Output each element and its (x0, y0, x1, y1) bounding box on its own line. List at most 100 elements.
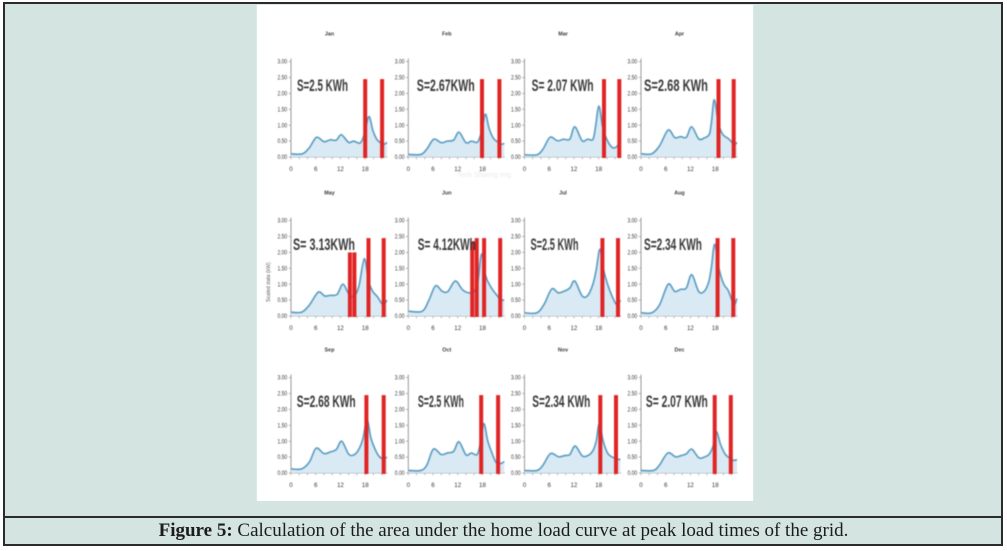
svg-text:1.00: 1.00 (277, 123, 287, 130)
svg-text:Nov: Nov (558, 348, 568, 354)
svg-text:3.00: 3.00 (627, 375, 637, 382)
svg-text:1.00: 1.00 (511, 123, 521, 130)
svg-text:3.00: 3.00 (627, 218, 637, 225)
svg-text:2.50: 2.50 (395, 75, 405, 82)
svg-text:2.50: 2.50 (395, 234, 405, 241)
svg-text:2.50: 2.50 (511, 234, 521, 241)
svg-text:0.00: 0.00 (511, 155, 521, 162)
svg-text:2.50: 2.50 (511, 391, 521, 398)
svg-text:S= 3.13KWh: S= 3.13KWh (293, 236, 355, 255)
svg-text:0: 0 (639, 166, 643, 173)
svg-text:6: 6 (547, 482, 551, 489)
svg-text:2.50: 2.50 (627, 391, 637, 398)
svg-text:Aug: Aug (674, 191, 684, 197)
svg-text:6: 6 (547, 166, 551, 173)
svg-text:2.00: 2.00 (277, 250, 287, 257)
svg-text:2.50: 2.50 (395, 391, 405, 398)
svg-text:0.50: 0.50 (511, 455, 521, 462)
svg-text:0.50: 0.50 (627, 455, 637, 462)
svg-text:18: 18 (712, 482, 719, 489)
svg-text:1.50: 1.50 (627, 423, 637, 430)
svg-text:1.00: 1.00 (627, 123, 637, 130)
svg-text:3.00: 3.00 (511, 375, 521, 382)
svg-text:0: 0 (523, 166, 527, 173)
svg-text:Sep: Sep (325, 348, 336, 354)
svg-text:18: 18 (362, 482, 369, 489)
svg-text:2.50: 2.50 (511, 75, 521, 82)
svg-text:1.00: 1.00 (277, 282, 287, 289)
svg-text:2.00: 2.00 (627, 91, 637, 98)
svg-text:0.00: 0.00 (277, 314, 287, 321)
svg-text:6: 6 (314, 325, 318, 332)
svg-text:0.50: 0.50 (511, 298, 521, 305)
svg-text:2.00: 2.00 (511, 91, 521, 98)
svg-text:0: 0 (289, 482, 293, 489)
svg-text:S= 2.07 KWh: S= 2.07 KWh (532, 75, 594, 94)
svg-text:S=2.5 KWh: S=2.5 KWh (297, 75, 348, 95)
svg-text:2.00: 2.00 (511, 250, 521, 257)
svg-text:S=2.68 KWh: S=2.68 KWh (297, 391, 356, 410)
svg-text:0: 0 (523, 482, 527, 489)
svg-text:1.00: 1.00 (511, 439, 521, 446)
svg-text:18: 18 (362, 325, 369, 332)
svg-text:S=2.5 KWh: S=2.5 KWh (418, 392, 464, 411)
svg-text:18: 18 (595, 325, 602, 332)
svg-text:12: 12 (337, 482, 344, 489)
svg-text:0: 0 (407, 482, 411, 489)
svg-text:0.00: 0.00 (395, 471, 405, 478)
svg-text:2.50: 2.50 (627, 75, 637, 82)
svg-text:Jun: Jun (442, 191, 452, 197)
svg-text:1.50: 1.50 (627, 266, 637, 273)
svg-text:1.50: 1.50 (511, 423, 521, 430)
svg-text:0.50: 0.50 (277, 298, 287, 305)
svg-text:6: 6 (431, 166, 435, 173)
svg-text:0: 0 (407, 325, 411, 332)
svg-text:2.00: 2.00 (395, 407, 405, 414)
svg-text:1.50: 1.50 (395, 266, 405, 273)
svg-text:0.00: 0.00 (627, 471, 637, 478)
svg-text:12: 12 (687, 166, 694, 173)
svg-text:1.00: 1.00 (627, 439, 637, 446)
svg-text:2.00: 2.00 (395, 91, 405, 98)
svg-text:1.00: 1.00 (277, 439, 287, 446)
svg-text:S=2.67KWh: S=2.67KWh (417, 77, 475, 96)
svg-text:6: 6 (664, 166, 668, 173)
svg-text:0: 0 (289, 325, 293, 332)
svg-text:1.00: 1.00 (395, 282, 405, 289)
svg-text:3.00: 3.00 (511, 218, 521, 225)
svg-text:18: 18 (362, 166, 369, 173)
svg-text:18: 18 (479, 482, 486, 489)
svg-text:12: 12 (454, 482, 461, 489)
svg-text:1.00: 1.00 (395, 123, 405, 130)
svg-text:1.50: 1.50 (511, 107, 521, 114)
svg-text:Dec: Dec (675, 348, 685, 354)
svg-text:S=2.5 KWh: S=2.5 KWh (531, 235, 579, 254)
svg-text:12: 12 (337, 325, 344, 332)
svg-text:1.00: 1.00 (511, 282, 521, 289)
svg-text:0.00: 0.00 (627, 314, 637, 321)
svg-text:Tech Sharing img: Tech Sharing img (457, 172, 511, 179)
svg-text:0.00: 0.00 (511, 471, 521, 478)
svg-text:3.00: 3.00 (395, 218, 405, 225)
svg-text:0.00: 0.00 (395, 314, 405, 321)
svg-text:3.00: 3.00 (511, 59, 521, 66)
svg-text:0.50: 0.50 (627, 298, 637, 305)
svg-text:3.00: 3.00 (395, 59, 405, 66)
svg-text:2.00: 2.00 (277, 91, 287, 98)
svg-text:S=2.34 KWh: S=2.34 KWh (532, 391, 590, 410)
svg-text:May: May (324, 191, 335, 197)
svg-text:0.50: 0.50 (511, 139, 521, 146)
svg-text:3.00: 3.00 (627, 59, 637, 66)
svg-text:18: 18 (479, 166, 486, 173)
svg-text:0.50: 0.50 (395, 298, 405, 305)
svg-text:0.00: 0.00 (277, 471, 287, 478)
svg-text:Oct: Oct (442, 348, 451, 354)
svg-text:12: 12 (570, 482, 577, 489)
svg-text:Scaled data (kW): Scaled data (kW) (266, 262, 272, 302)
svg-text:2.00: 2.00 (511, 407, 521, 414)
svg-text:S=2.68 KWh: S=2.68 KWh (644, 77, 708, 96)
svg-text:18: 18 (595, 166, 602, 173)
svg-text:1.50: 1.50 (395, 423, 405, 430)
svg-text:0.00: 0.00 (627, 155, 637, 162)
svg-text:2.00: 2.00 (627, 250, 637, 257)
